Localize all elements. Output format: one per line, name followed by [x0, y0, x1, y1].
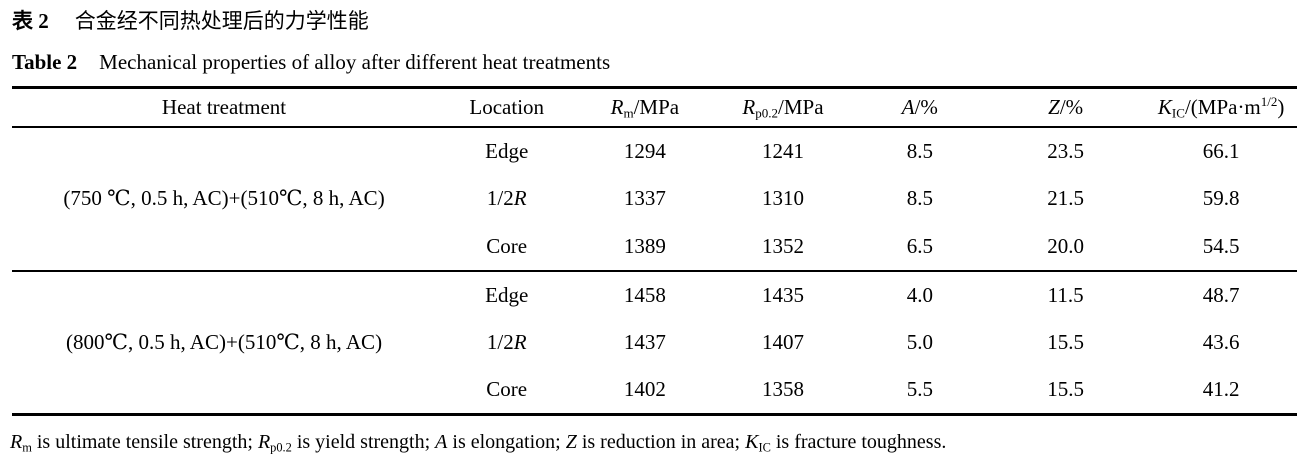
- cell-rm: 1337: [623, 186, 666, 210]
- table-row: Core 1389 1352 6.5 20.0 54.5: [12, 223, 1297, 271]
- cell-kic: 43.6: [1202, 330, 1240, 354]
- cell-rm: 1389: [623, 233, 666, 258]
- cell-z: 11.5: [1047, 282, 1084, 307]
- cell-a: 6.5: [906, 233, 933, 258]
- cell-a: 5.0: [906, 330, 933, 354]
- cell-rp02: 1310: [761, 186, 804, 210]
- cell-a: 8.5: [906, 138, 933, 163]
- cell-kic: 66.1: [1202, 138, 1240, 163]
- table-row: (750 ℃, 0.5 h, AC)+(510℃, 8 h, AC) Edge …: [12, 127, 1297, 211]
- mechanical-properties-table: Heat treatment Location Rm/MPa Rp0.2/MPa…: [12, 86, 1297, 416]
- cell-kic: 41.2: [1202, 377, 1240, 402]
- paper-table-figure: 表 2 合金经不同热处理后的力学性能 Table 2 Mechanical prop…: [10, 7, 1297, 455]
- header-location: Location: [469, 94, 545, 119]
- cell-z: 15.5: [1047, 330, 1085, 354]
- cell-rm: 1402: [623, 377, 666, 402]
- cell-location: Edge: [485, 282, 529, 307]
- treatment-group-800: (800℃, 0.5 h, AC)+(510℃, 8 h, AC) Edge 1…: [12, 271, 1297, 415]
- cell-location: Edge: [485, 138, 529, 163]
- cell-z: 23.5: [1047, 138, 1085, 163]
- table-row: 1/2R 1437 1407 5.0 15.5 43.6: [12, 319, 1297, 367]
- header-heat-treatment: Heat treatment: [161, 94, 287, 119]
- cell-location: 1/2R: [486, 330, 527, 354]
- header-rm: Rm/MPa: [610, 94, 680, 121]
- table-header-row: Heat treatment Location Rm/MPa Rp0.2/MPa…: [12, 88, 1297, 127]
- cell-rm: 1294: [623, 138, 666, 163]
- cell-kic: 54.5: [1202, 233, 1240, 258]
- caption-chinese-label: 表 2: [12, 9, 49, 33]
- cell-kic: 48.7: [1202, 282, 1240, 307]
- header-a: A/%: [901, 94, 938, 119]
- cell-rp02: 1241: [761, 138, 804, 163]
- cell-location: Core: [486, 377, 528, 402]
- table-row: 1/2R 1337 1310 8.5 21.5 59.8: [12, 175, 1297, 223]
- table-footnote: Rm is ultimate tensile strength; Rp0.2 i…: [10, 431, 947, 455]
- cell-rp02: 1358: [761, 377, 804, 402]
- cell-location: 1/2R: [486, 186, 527, 210]
- cell-a: 5.5: [906, 377, 933, 402]
- table-row: Core 1402 1358 5.5 15.5 41.2: [12, 367, 1297, 415]
- header-rp02: Rp0.2/MPa: [742, 94, 824, 121]
- cell-z: 21.5: [1047, 186, 1085, 210]
- cell-treatment: (800℃, 0.5 h, AC)+(510℃, 8 h, AC): [65, 329, 383, 354]
- cell-rm: 1437: [623, 330, 666, 354]
- cell-treatment: (750 ℃, 0.5 h, AC)+(510℃, 8 h, AC): [63, 186, 385, 210]
- caption-chinese-title: 合金经不同热处理后的力学性能: [74, 9, 369, 33]
- cell-rp02: 1352: [761, 233, 804, 258]
- cell-a: 4.0: [906, 282, 933, 307]
- cell-rm: 1458: [623, 282, 666, 307]
- caption-english-title: Mechanical properties of alloy after dif…: [99, 50, 611, 74]
- header-z: Z/%: [1048, 94, 1084, 119]
- cell-a: 8.5: [906, 186, 933, 210]
- table-row: (800℃, 0.5 h, AC)+(510℃, 8 h, AC) Edge 1…: [12, 271, 1297, 354]
- caption-english: Table 2 Mechanical properties of alloy af…: [12, 48, 1297, 76]
- treatment-group-750: (750 ℃, 0.5 h, AC)+(510℃, 8 h, AC) Edge …: [12, 127, 1297, 271]
- cell-rp02: 1435: [761, 282, 804, 307]
- cell-kic: 59.8: [1202, 186, 1240, 210]
- header-kic: KIC/(MPa·m1/2): [1157, 93, 1285, 121]
- caption-chinese: 表 2 合金经不同热处理后的力学性能: [12, 7, 1297, 35]
- cell-z: 15.5: [1047, 377, 1085, 402]
- caption-english-label: Table 2: [12, 50, 78, 74]
- cell-location: Core: [486, 233, 528, 258]
- cell-z: 20.0: [1047, 233, 1085, 258]
- cell-rp02: 1407: [761, 330, 804, 354]
